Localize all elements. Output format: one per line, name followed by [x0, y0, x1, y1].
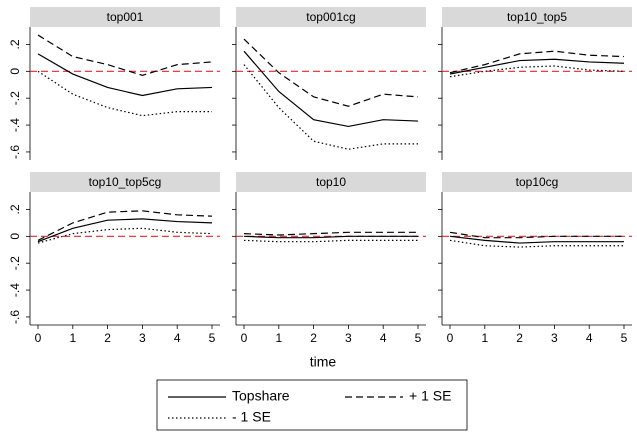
x-tick-label: 3 — [551, 331, 558, 345]
x-tick-label: 4 — [174, 331, 181, 345]
x-tick-label: 2 — [104, 331, 111, 345]
series-line — [449, 231, 624, 239]
x-tick-label: 5 — [209, 331, 216, 345]
y-tick-label: -.2 — [8, 91, 22, 105]
series-line — [449, 50, 625, 74]
x-tick-label: 1 — [275, 331, 282, 345]
series-line — [449, 65, 625, 78]
x-tick-label: 5 — [415, 331, 422, 345]
panel-header — [236, 172, 426, 192]
series-line — [243, 38, 419, 107]
panel-header — [30, 172, 220, 192]
panel-title: top10 — [316, 175, 346, 189]
y-tick-label: -.4 — [8, 283, 22, 297]
y-tick-label: 0 — [8, 233, 22, 240]
legend — [156, 379, 468, 431]
x-tick-label: 4 — [586, 331, 593, 345]
series-line — [243, 239, 418, 243]
y-tick-label: -.6 — [8, 310, 22, 324]
x-tick-label: 1 — [481, 331, 488, 345]
series-line — [243, 231, 418, 236]
panel-header — [236, 7, 426, 27]
panel-header — [442, 7, 632, 27]
x-tick-label: 2 — [516, 331, 523, 345]
series-line — [243, 235, 418, 239]
series-line — [449, 58, 625, 75]
panel-title: top001cg — [306, 10, 355, 24]
series-line — [243, 64, 418, 150]
panel-header — [30, 7, 220, 27]
legend-label: - 1 SE — [232, 409, 271, 425]
series-line — [449, 239, 624, 248]
panel-title: top10_top5 — [507, 10, 567, 24]
panel-header — [442, 172, 632, 192]
series-line — [37, 53, 213, 97]
y-tick-label: 0 — [8, 68, 22, 75]
series-line — [37, 218, 213, 243]
x-tick-label: 1 — [69, 331, 76, 345]
legend-label: + 1 SE — [409, 388, 451, 404]
x-axis-label: time — [310, 354, 337, 370]
series-line — [449, 235, 624, 244]
x-tick-label: 2 — [310, 331, 317, 345]
x-tick-label: 0 — [35, 331, 42, 345]
series-line — [37, 210, 213, 241]
series-line — [37, 70, 212, 117]
x-tick-label: 3 — [345, 331, 352, 345]
y-tick-label: -.6 — [8, 145, 22, 159]
y-tick-label: .2 — [8, 39, 22, 49]
panel-title: top10_top5cg — [89, 175, 162, 189]
panel-title: top10cg — [516, 175, 559, 189]
x-tick-label: 3 — [139, 331, 146, 345]
x-tick-label: 0 — [447, 331, 454, 345]
x-tick-label: 4 — [380, 331, 387, 345]
panel-title: top001 — [107, 10, 144, 24]
x-tick-label: 0 — [241, 331, 248, 345]
x-tick-label: 5 — [621, 331, 628, 345]
y-tick-label: -.2 — [8, 256, 22, 270]
legend-label: Topshare — [232, 388, 290, 404]
y-tick-label: .2 — [8, 204, 22, 214]
series-line — [243, 50, 419, 128]
y-tick-label: -.4 — [8, 118, 22, 132]
series-line — [37, 227, 213, 244]
series-line — [37, 34, 213, 76]
